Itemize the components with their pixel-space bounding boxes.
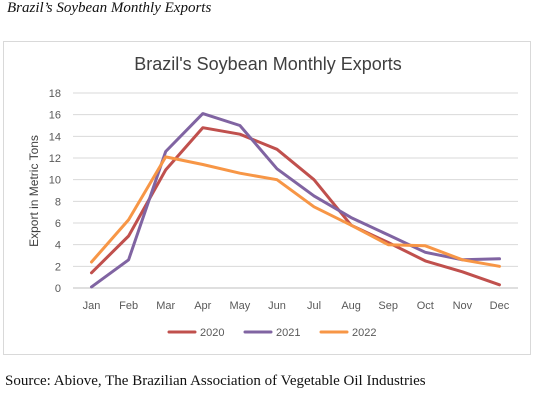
y-tick-label: 2 — [55, 261, 61, 273]
chart-frame: Brazil's Soybean Monthly Exports 0 2 4 6 8 10… — [3, 41, 531, 355]
series-line-2021 — [90, 112, 501, 289]
x-tick-labels: Jan Feb Mar Apr May Jun Jul Aug Sep Oct Nov Dec — [83, 300, 510, 312]
source-note: Source: Abiove, The Brazilian Associatio… — [5, 373, 426, 389]
gridlines — [73, 92, 518, 289]
series-line-2020 — [90, 126, 501, 287]
y-tick-label: 18 — [49, 88, 61, 100]
y-tick-label: 4 — [55, 240, 61, 252]
figure-caption: Brazil’s Soybean Monthly Exports — [7, 0, 212, 16]
y-tick-label: 0 — [55, 283, 61, 295]
x-tick-label: Aug — [341, 300, 361, 312]
line-chart: Brazil's Soybean Monthly Exports 0 2 4 6 8 10… — [27, 54, 518, 339]
x-tick-label: Apr — [194, 300, 211, 312]
x-tick-label: Dec — [490, 300, 510, 312]
x-tick-label: May — [229, 300, 250, 312]
x-tick-label: Mar — [156, 300, 175, 312]
x-tick-label: Jun — [268, 300, 286, 312]
chart-title: Brazil's Soybean Monthly Exports — [134, 54, 402, 74]
y-tick-label: 6 — [55, 218, 61, 230]
x-tick-label: Feb — [119, 300, 138, 312]
x-tick-label: Sep — [378, 300, 398, 312]
x-tick-label: Jan — [83, 300, 101, 312]
y-tick-label: 8 — [55, 196, 61, 208]
x-tick-label: Jul — [307, 300, 321, 312]
legend-label: 2022 — [352, 327, 376, 339]
legend-label: 2020 — [200, 327, 224, 339]
legend-label: 2021 — [276, 327, 300, 339]
series-line-2022 — [90, 155, 501, 268]
legend: 2020 2021 2022 — [167, 327, 376, 339]
y-tick-label: 14 — [49, 131, 61, 143]
y-axis-label: Export in Metric Tons — [27, 135, 41, 247]
y-tick-label: 10 — [49, 175, 61, 187]
series-lines — [90, 112, 501, 289]
x-tick-label: Oct — [417, 300, 434, 312]
y-tick-label: 16 — [49, 110, 61, 122]
y-tick-label: 12 — [49, 153, 61, 165]
x-tick-label: Nov — [453, 300, 473, 312]
y-tick-labels: 0 2 4 6 8 10 12 14 16 18 — [49, 88, 61, 295]
